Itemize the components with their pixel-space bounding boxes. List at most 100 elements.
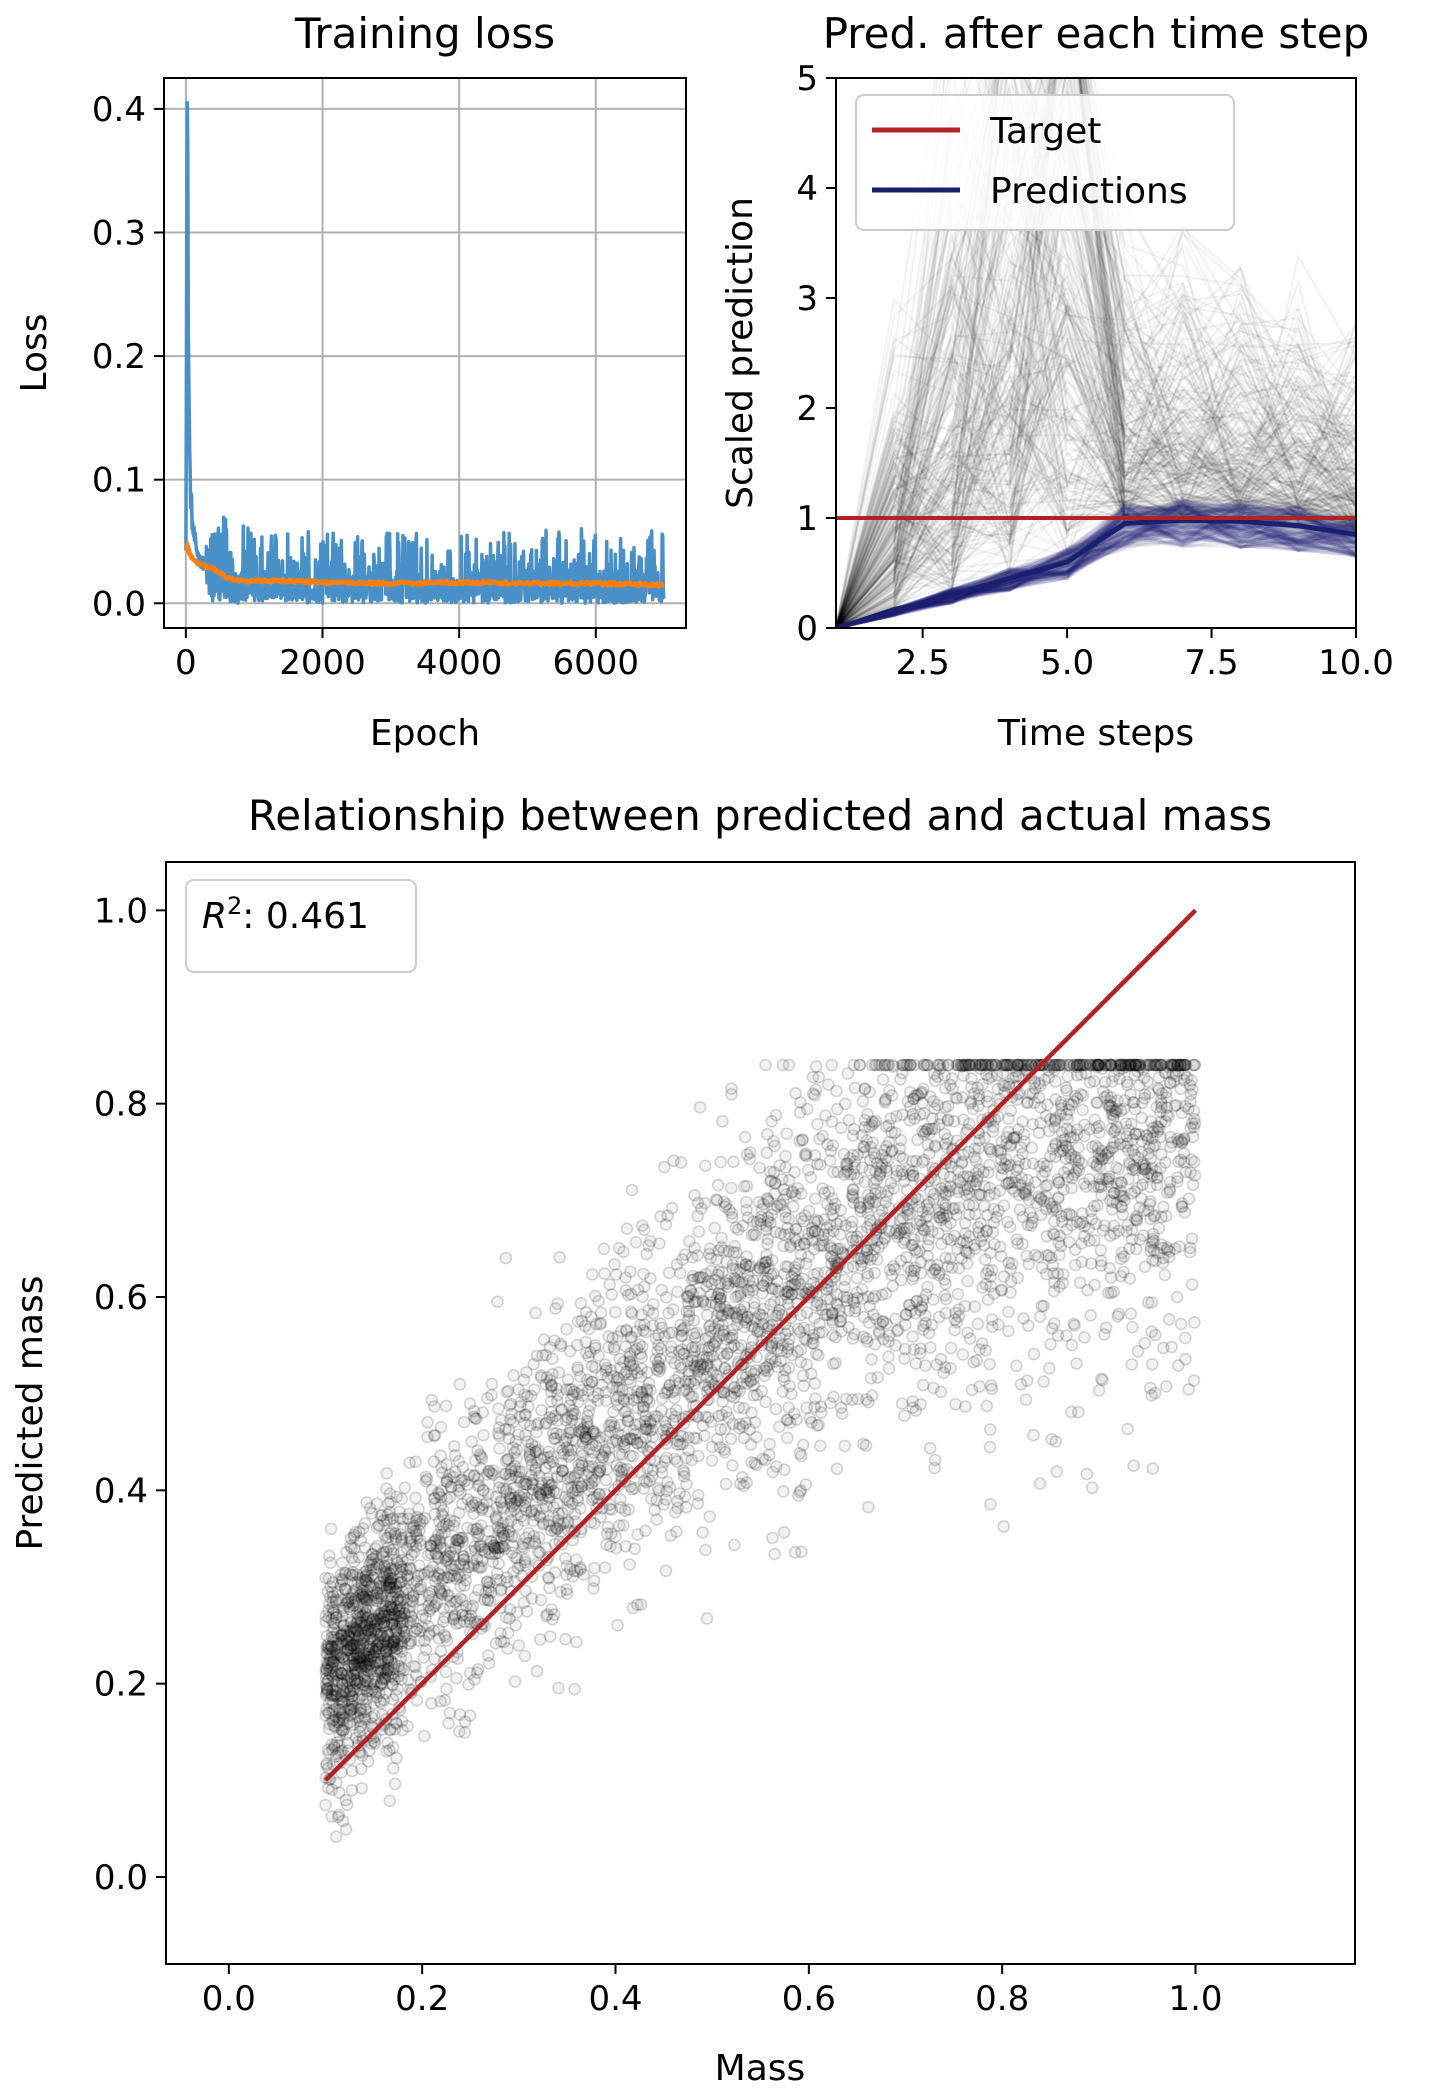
scatter-point — [747, 1227, 761, 1241]
scatter-point — [585, 1268, 599, 1281]
scatter-point — [1002, 1256, 1016, 1269]
scatter-point — [934, 1182, 948, 1195]
scatter-point — [1060, 1329, 1073, 1342]
scatter-point — [886, 1279, 900, 1293]
scatter-point — [1155, 1097, 1168, 1110]
step-y-tick-label: 1 — [796, 499, 818, 539]
scatter-point — [455, 1604, 469, 1618]
scatter-point — [1066, 1171, 1079, 1185]
scatter-point — [602, 1341, 615, 1354]
scatter-point — [491, 1295, 504, 1308]
prediction-band-line — [836, 498, 1356, 628]
scatter-point — [536, 1349, 549, 1362]
scatter-point — [861, 1290, 875, 1304]
scatter-point — [581, 1431, 595, 1444]
scatter-point — [425, 1393, 439, 1407]
trajectory-line — [836, 451, 1356, 628]
trajectory-line — [836, 324, 1356, 628]
scatter-point — [624, 1449, 637, 1463]
scatter-point — [417, 1729, 431, 1743]
trajectory-line — [836, 415, 1356, 628]
scatter-point — [1045, 1433, 1058, 1446]
scatter-point — [594, 1306, 608, 1320]
scatter-point — [335, 1556, 349, 1570]
scatter-point — [374, 1587, 387, 1601]
scatter-point — [1092, 1384, 1106, 1397]
scatter-point — [811, 1266, 824, 1280]
scatter-point — [326, 1743, 339, 1756]
scatter-point — [782, 1058, 796, 1072]
scatter-point — [451, 1533, 465, 1547]
scatter-point — [968, 1150, 981, 1164]
mass-x-tick-label: 1.0 — [1168, 1979, 1222, 2019]
scatter-point — [738, 1130, 752, 1144]
scatter-point — [383, 1505, 397, 1519]
scatter-point — [640, 1365, 654, 1379]
scatter-point — [443, 1535, 457, 1549]
scatter-point — [389, 1688, 403, 1702]
scatter-point — [448, 1608, 462, 1622]
scatter-point — [827, 1202, 841, 1215]
trajectory-line — [836, 78, 1356, 628]
scatter-point — [1076, 1103, 1089, 1117]
scatter-point — [881, 1154, 895, 1167]
trajectory-line — [836, 442, 1356, 628]
scatter-point — [810, 1299, 823, 1312]
scatter-point — [801, 1163, 815, 1177]
trajectory-line — [836, 78, 1356, 628]
scatter-point — [816, 1234, 830, 1247]
scatter-point — [439, 1665, 453, 1679]
trajectory-line — [836, 253, 1356, 628]
trajectory-line — [836, 296, 1356, 628]
trajectory-line — [836, 397, 1356, 628]
trajectory-line — [836, 278, 1356, 628]
scatter-point — [362, 1558, 376, 1572]
scatter-point — [1111, 1310, 1124, 1323]
scatter-point — [353, 1650, 367, 1663]
scatter-point — [668, 1452, 682, 1466]
scatter-point — [704, 1264, 718, 1278]
scatter-point — [731, 1223, 745, 1236]
scatter-point — [716, 1115, 729, 1128]
scatter-point — [850, 1271, 864, 1285]
trajectory-line — [836, 439, 1356, 628]
scatter-point — [1043, 1362, 1056, 1375]
training-loss-y-ticks: 0.00.10.20.30.4 — [92, 90, 164, 624]
scatter-point — [421, 1416, 434, 1429]
scatter-point — [391, 1592, 405, 1606]
trajectory-line — [836, 362, 1356, 628]
scatter-point — [401, 1593, 414, 1607]
scatter-point — [322, 1640, 335, 1654]
scatter-point — [531, 1444, 545, 1457]
scatter-point — [1072, 1058, 1086, 1072]
trajectory-line — [836, 214, 1356, 628]
scatter-point — [1049, 1058, 1062, 1072]
scatter-point — [725, 1088, 738, 1101]
scatter-point — [646, 1319, 660, 1332]
scatter-point — [475, 1554, 489, 1568]
scatter-point — [885, 1144, 899, 1157]
scatter-point — [927, 1095, 940, 1108]
scatter-point — [395, 1622, 409, 1636]
scatter-point — [628, 1362, 641, 1376]
scatter-point — [384, 1598, 397, 1612]
scatter-point — [440, 1549, 454, 1563]
scatter-point — [1104, 1194, 1117, 1207]
trajectory-line — [836, 292, 1356, 628]
scatter-point — [1076, 1215, 1090, 1229]
scatter-point — [624, 1305, 638, 1319]
scatter-point — [705, 1454, 719, 1467]
scatter-point — [443, 1468, 456, 1482]
trajectory-line — [836, 366, 1356, 628]
scatter-point — [976, 1078, 990, 1091]
time-step-y-label: Scaled prediction — [720, 197, 761, 509]
scatter-point — [419, 1611, 433, 1625]
scatter-point — [793, 1447, 807, 1460]
scatter-point — [683, 1235, 696, 1248]
trajectory-line — [836, 413, 1356, 628]
prediction-band-line — [836, 521, 1356, 628]
scatter-point — [773, 1198, 787, 1211]
scatter-point — [545, 1378, 559, 1392]
scatter-point — [405, 1594, 419, 1607]
scatter-point — [644, 1272, 657, 1285]
